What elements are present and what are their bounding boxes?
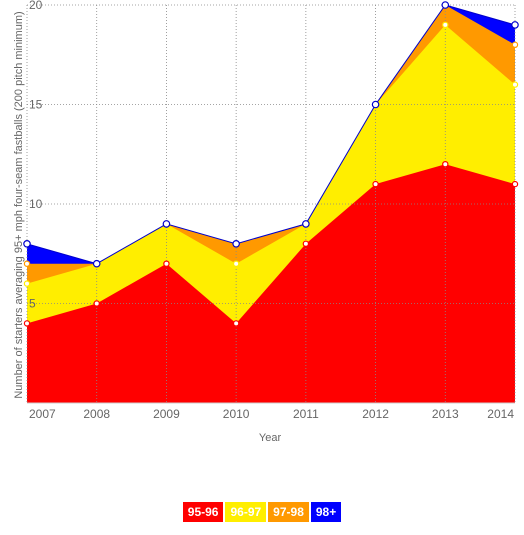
point-95-96-2011 xyxy=(302,240,310,247)
point-95-96-2014 xyxy=(511,180,519,188)
legend-item-98+[interactable]: 98+ xyxy=(310,502,342,522)
total-outline xyxy=(26,4,516,265)
x-tick-label: 2014 xyxy=(487,407,514,421)
point-96-97-2007 xyxy=(23,280,31,287)
x-tick-label: 2013 xyxy=(432,407,459,421)
point-98+-2012 xyxy=(371,100,380,109)
y-axis-title: Number of starters averaging 95+ mph fou… xyxy=(13,11,25,398)
y-tick-label: 20 xyxy=(29,0,43,12)
legend: 95-96 96-97 97-98 98+ xyxy=(0,502,524,522)
point-98+-2010 xyxy=(232,240,240,248)
data-markers xyxy=(23,1,519,327)
y-tick-label: 15 xyxy=(29,98,43,112)
point-98+-2009 xyxy=(162,220,171,228)
point-97-98-2007 xyxy=(23,260,31,267)
legend-item-96-97[interactable]: 96-97 xyxy=(225,502,267,522)
point-96-97-2010 xyxy=(232,260,240,267)
axis-ticks: 2007 2008 2009 2010 2011 2012 2013 2014 5 10 15 20 xyxy=(29,0,514,421)
point-98+-2011 xyxy=(302,220,310,228)
point-96-97-2013 xyxy=(442,21,449,29)
y-tick-label: 5 xyxy=(29,297,36,311)
x-tick-label: 2011 xyxy=(293,407,319,421)
point-98+-2008 xyxy=(92,259,101,268)
y-tick-label: 10 xyxy=(29,197,43,211)
point-98+-2007 xyxy=(23,240,31,248)
grid-overlay xyxy=(26,4,516,404)
x-axis-title: Year xyxy=(259,432,282,444)
legend-item-95-96[interactable]: 95-96 xyxy=(182,502,224,522)
x-tick-label: 2012 xyxy=(362,407,389,421)
point-98+-2013 xyxy=(441,1,450,9)
x-tick-label: 2010 xyxy=(223,407,250,421)
point-95-96-2009 xyxy=(163,260,170,267)
point-95-96-2007 xyxy=(23,320,31,327)
area-series-95-96 xyxy=(27,164,515,403)
point-96-97-2014 xyxy=(511,81,519,88)
point-95-96-2010 xyxy=(232,320,240,327)
point-95-96-2013 xyxy=(442,160,449,168)
point-95-96-2012 xyxy=(372,180,379,188)
x-tick-label: 2007 xyxy=(29,407,56,421)
point-97-98-2014 xyxy=(511,41,519,49)
legend-item-97-98[interactable]: 97-98 xyxy=(268,502,309,522)
point-95-96-2008 xyxy=(93,300,100,307)
x-tick-label: 2008 xyxy=(83,407,110,421)
x-tick-label: 2009 xyxy=(153,407,180,421)
point-98+-2014 xyxy=(511,21,519,29)
